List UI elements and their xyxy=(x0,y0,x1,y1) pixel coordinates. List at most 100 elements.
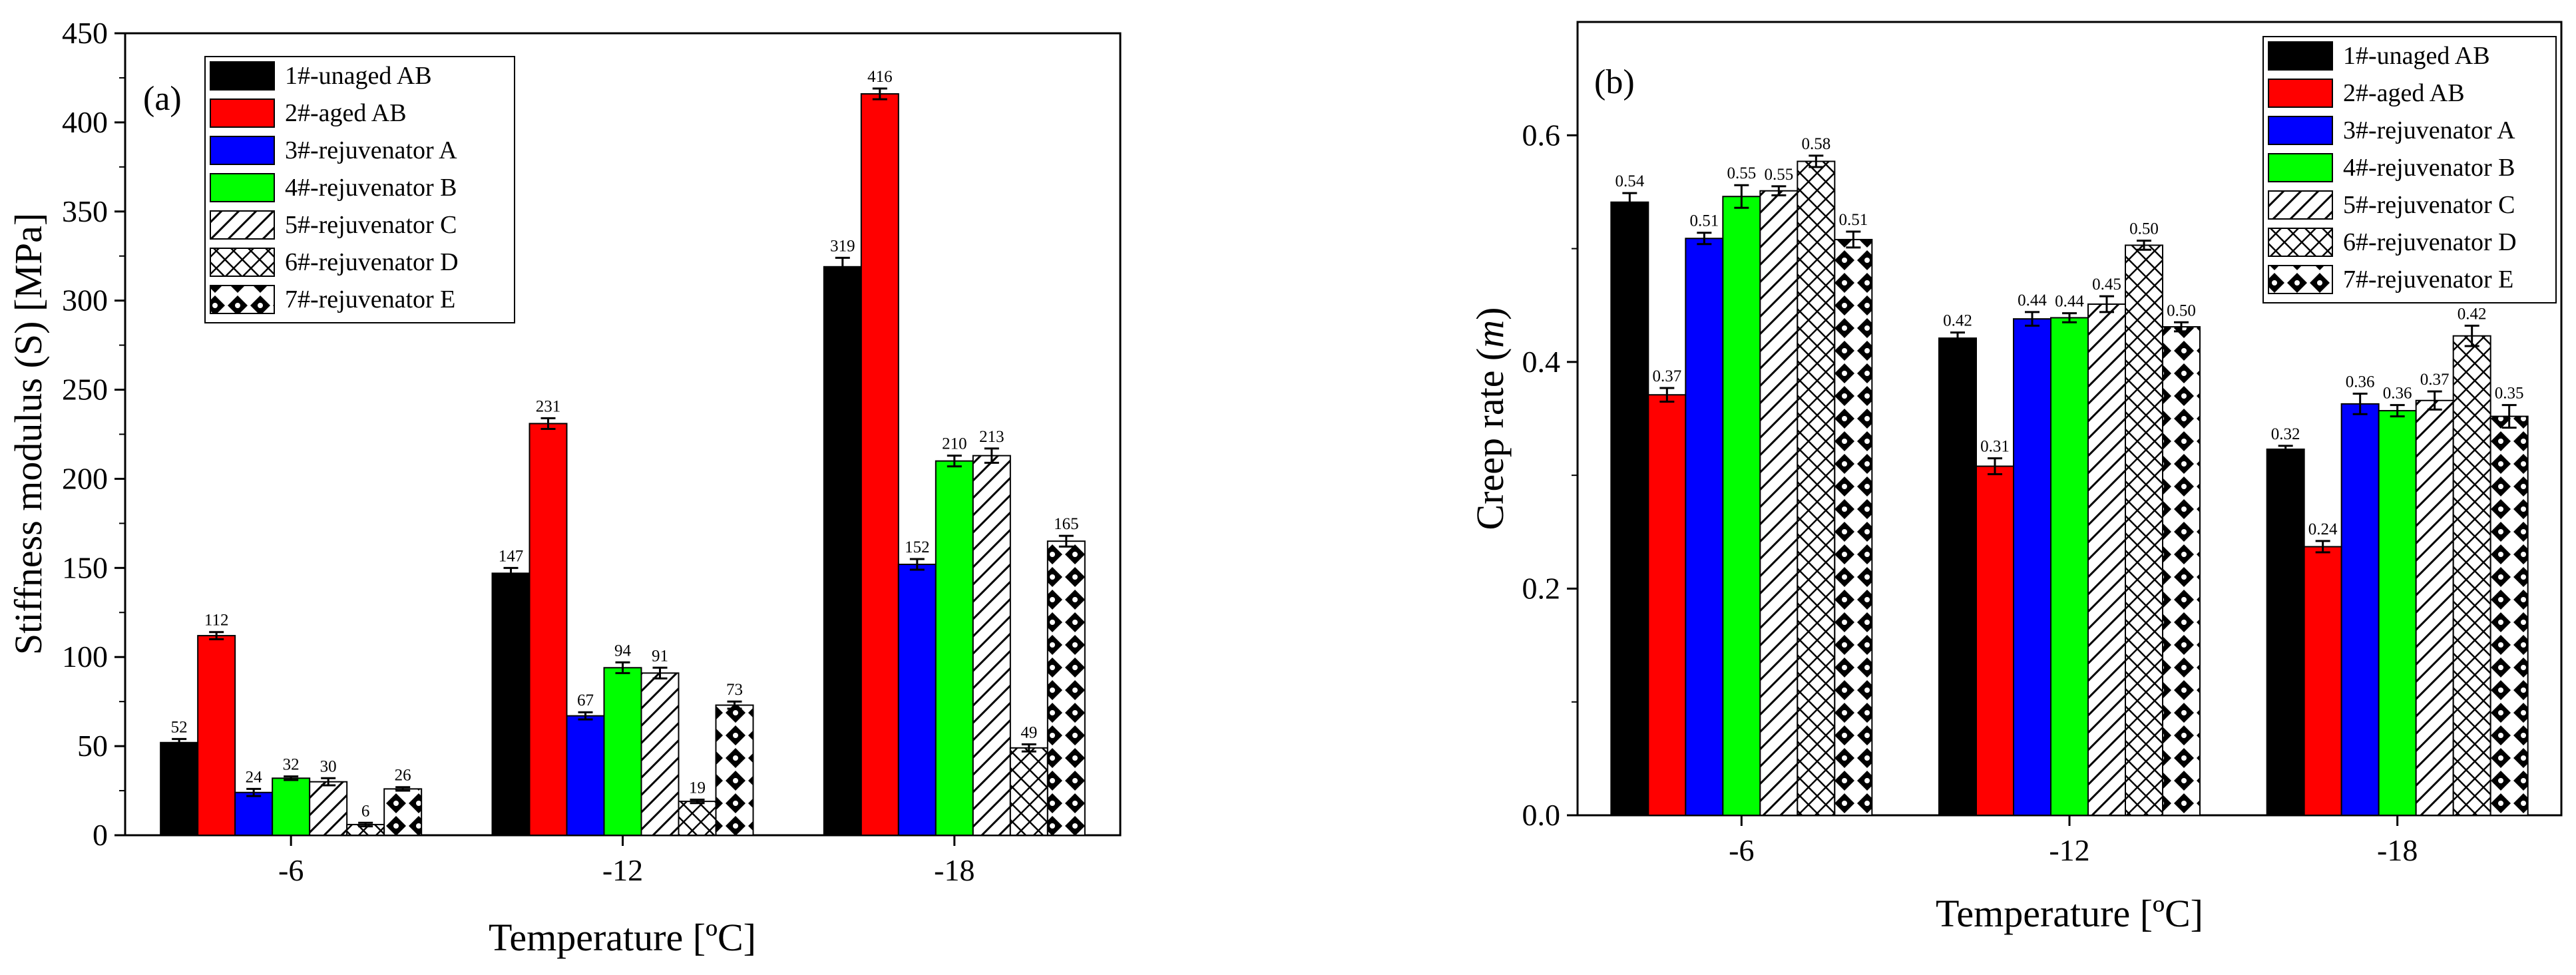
bar xyxy=(309,781,348,836)
data-label: 112 xyxy=(204,612,229,630)
bar xyxy=(529,423,568,836)
x-tick-label: -12 xyxy=(602,853,643,887)
bar xyxy=(160,741,199,837)
y-tick-label: 150 xyxy=(62,550,108,584)
data-label: 416 xyxy=(867,68,893,86)
bar xyxy=(491,572,531,836)
legend-label: 7#-rejuvenator E xyxy=(2343,266,2513,293)
legend-label: 3#-rejuvenator A xyxy=(285,136,457,164)
legend-swatch xyxy=(210,210,275,240)
x-axis-b: -6 -12 -18 xyxy=(1729,815,2418,867)
panel-label-a: (a) xyxy=(143,80,182,118)
y-tick-label: 0.4 xyxy=(1522,345,1561,379)
bar xyxy=(935,460,974,836)
bar xyxy=(640,672,680,836)
data-label: 67 xyxy=(577,691,594,709)
legend-swatch xyxy=(2268,228,2333,257)
bar xyxy=(2013,318,2051,816)
data-label: 0.42 xyxy=(1943,312,1972,330)
data-label: 152 xyxy=(905,538,930,556)
data-label: 0.44 xyxy=(2018,292,2047,309)
data-label: 0.58 xyxy=(1801,135,1830,153)
legend-swatch xyxy=(210,248,275,277)
y-tick-label: 50 xyxy=(77,729,108,763)
bars-a: 52 147 319 112 231 416 24 67 152 32 94 210 30 91 213 6 1… xyxy=(160,68,1086,837)
legend-label: 7#-rejuvenator E xyxy=(285,286,455,313)
y-axis-title-b-var: m xyxy=(1468,320,1512,348)
y-tick-label: 0.6 xyxy=(1522,118,1561,152)
x-tick-label: -6 xyxy=(278,853,304,887)
bar xyxy=(2452,335,2491,817)
x-axis-a: -6 -12 -18 xyxy=(278,835,974,887)
legend-label: 4#-rejuvenator B xyxy=(2343,154,2515,182)
data-label: 0.36 xyxy=(2346,373,2375,391)
data-label: 0.54 xyxy=(1615,172,1644,190)
data-label: 24 xyxy=(246,768,263,786)
legend-swatch xyxy=(210,98,275,128)
bar xyxy=(272,777,311,837)
bar xyxy=(678,801,717,836)
legend-swatch xyxy=(2268,116,2333,145)
data-label: 26 xyxy=(395,767,411,785)
legend-swatch xyxy=(2268,265,2333,294)
x-tick-label: -6 xyxy=(1729,833,1754,867)
legend-swatch xyxy=(2268,153,2333,182)
data-label: 147 xyxy=(499,547,524,565)
data-label: 32 xyxy=(283,756,300,774)
bar xyxy=(2050,317,2089,816)
y-tick-label: 400 xyxy=(62,105,108,139)
bar xyxy=(1647,394,1687,816)
bar xyxy=(603,667,642,836)
y-axis-title-b: Creep rate (m) xyxy=(1468,307,1512,530)
data-label: 231 xyxy=(536,397,561,415)
bar xyxy=(860,93,899,837)
y-tick-label: 450 xyxy=(62,16,108,50)
bar xyxy=(2162,326,2201,817)
legend-swatch xyxy=(2268,190,2333,220)
bar xyxy=(972,455,1011,836)
data-label: 0.31 xyxy=(1980,438,2010,456)
y-tick-label: 200 xyxy=(62,461,108,495)
data-label: 6 xyxy=(361,802,370,820)
bar xyxy=(1938,337,1977,816)
data-label: 213 xyxy=(979,428,1004,446)
bar xyxy=(1797,160,1836,817)
x-axis-title-b: Temperature [ºC] xyxy=(1936,892,2203,935)
data-label: 19 xyxy=(689,779,706,797)
y-tick-label: 350 xyxy=(62,194,108,228)
legend-label: 4#-rejuvenator B xyxy=(285,174,457,202)
bar xyxy=(383,788,423,837)
bar xyxy=(2125,244,2163,817)
legend-swatch xyxy=(2268,79,2333,108)
data-label: 73 xyxy=(726,681,743,699)
legend-label: 2#-aged AB xyxy=(2343,79,2465,107)
legend-swatch xyxy=(210,173,275,202)
data-label: 0.55 xyxy=(1764,166,1793,184)
legend-label: 1#-unaged AB xyxy=(2343,42,2490,70)
y-axis-b: 0.0 0.2 0.4 0.6 xyxy=(1522,118,1578,832)
data-label: 0.44 xyxy=(2055,293,2084,311)
bar xyxy=(2340,403,2380,816)
data-label: 49 xyxy=(1020,723,1037,741)
x-tick-label: -18 xyxy=(2377,833,2418,867)
bar xyxy=(897,563,937,836)
bar xyxy=(2303,546,2342,816)
legend-swatch xyxy=(210,61,275,91)
stiffness-chart: 0 50 100 150 200 250 300 350 400 450 -6 -12 -18 52 1… xyxy=(7,16,1122,959)
data-label: 0.50 xyxy=(2129,220,2159,238)
bar xyxy=(1976,465,2014,816)
data-label: 0.35 xyxy=(2495,385,2524,403)
data-label: 0.42 xyxy=(2458,305,2487,323)
y-axis-title-b-suffix: ) xyxy=(1468,307,1512,320)
legend-label: 2#-aged AB xyxy=(285,99,407,127)
legend-label: 3#-rejuvenator A xyxy=(2343,116,2515,144)
creep-rate-chart: 0.00.20.40.6 -6 -12 -18 0.540.420.320.370.… xyxy=(1468,21,2563,935)
bar xyxy=(2378,410,2417,816)
y-axis-title-b-prefix: Creep rate ( xyxy=(1468,348,1512,530)
data-label: 0.50 xyxy=(2167,301,2196,319)
data-label: 0.51 xyxy=(1838,211,1868,229)
y-tick-label: 100 xyxy=(62,640,108,674)
y-tick-label: 0.0 xyxy=(1522,798,1561,832)
bar xyxy=(823,266,862,836)
